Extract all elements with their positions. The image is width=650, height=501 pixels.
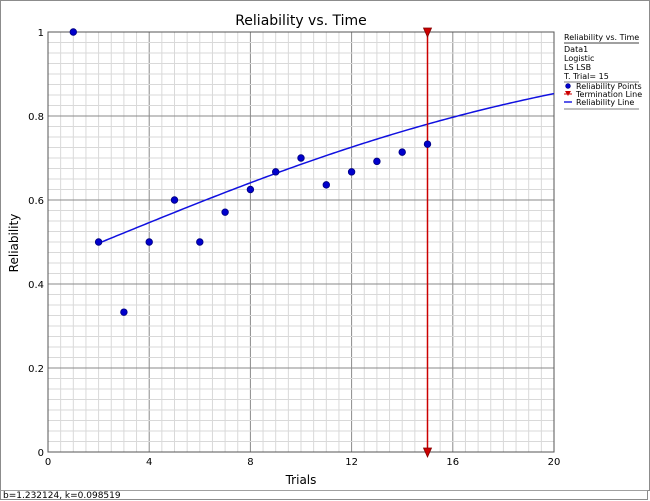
reliability-point <box>423 140 432 148</box>
grid <box>47 31 555 453</box>
y-tick-labels: 0 0.2 0.4 0.6 0.8 1 <box>28 28 44 459</box>
termination-marker-bottom <box>422 447 433 458</box>
y-tick-label: 0 <box>38 448 44 459</box>
reliability-point <box>120 308 128 316</box>
x-axis-label: Trials <box>285 473 317 487</box>
reliability-point <box>221 208 229 216</box>
reliability-point <box>69 28 77 36</box>
reliability-chart: 0 4 8 12 16 20 0 0.2 0.4 0.6 0.8 1 Reliability vs.… <box>7 13 642 487</box>
reliability-point <box>145 238 153 246</box>
chart-title: Reliability vs. Time <box>235 13 367 29</box>
legend-info-line: LS LSB <box>564 63 591 72</box>
reliability-point <box>94 238 103 246</box>
legend-info-line: Logistic <box>564 54 594 63</box>
legend-entry-label: Reliability Line <box>576 98 634 107</box>
reliability-point <box>297 154 305 162</box>
legend-entry-label: Reliability Points <box>576 82 642 91</box>
reliability-point <box>398 148 406 156</box>
y-tick-label: 0.6 <box>28 196 44 207</box>
x-tick-label: 8 <box>247 457 253 468</box>
x-tick-labels: 0 4 8 12 16 20 <box>45 457 561 468</box>
legend-info-line: Data1 <box>564 45 588 54</box>
x-tick-label: 16 <box>446 457 459 468</box>
y-tick-label: 1 <box>38 28 44 39</box>
reliability-point <box>272 168 280 176</box>
reliability-point <box>347 168 356 176</box>
plot-border <box>47 31 555 453</box>
status-bar: b=1.232124, k=0.098519 <box>0 490 648 501</box>
x-tick-label: 4 <box>146 457 152 468</box>
series-layer <box>69 27 555 458</box>
reliability-point <box>246 185 255 194</box>
reliability-point <box>170 196 179 204</box>
x-tick-label: 20 <box>548 457 561 468</box>
x-tick-label: 12 <box>345 457 358 468</box>
reliability-point <box>322 181 330 189</box>
reliability-point <box>373 157 381 166</box>
y-tick-label: 0.8 <box>28 112 44 123</box>
legend-title: Reliability vs. Time <box>564 33 639 42</box>
reliability-point <box>196 238 204 246</box>
legend-entry-label: Termination Line <box>575 90 642 99</box>
x-tick-label: 0 <box>45 457 51 468</box>
legend-info-line: T. Trial= 15 <box>563 72 609 81</box>
y-tick-label: 0.2 <box>28 364 44 375</box>
legend-symbol-termination-marker <box>565 91 571 96</box>
reliability-line <box>98 92 555 244</box>
y-axis-label: Reliability <box>7 214 21 273</box>
legend-symbol-point <box>565 83 571 89</box>
termination-marker-top <box>422 27 433 38</box>
y-tick-label: 0.4 <box>28 280 44 291</box>
